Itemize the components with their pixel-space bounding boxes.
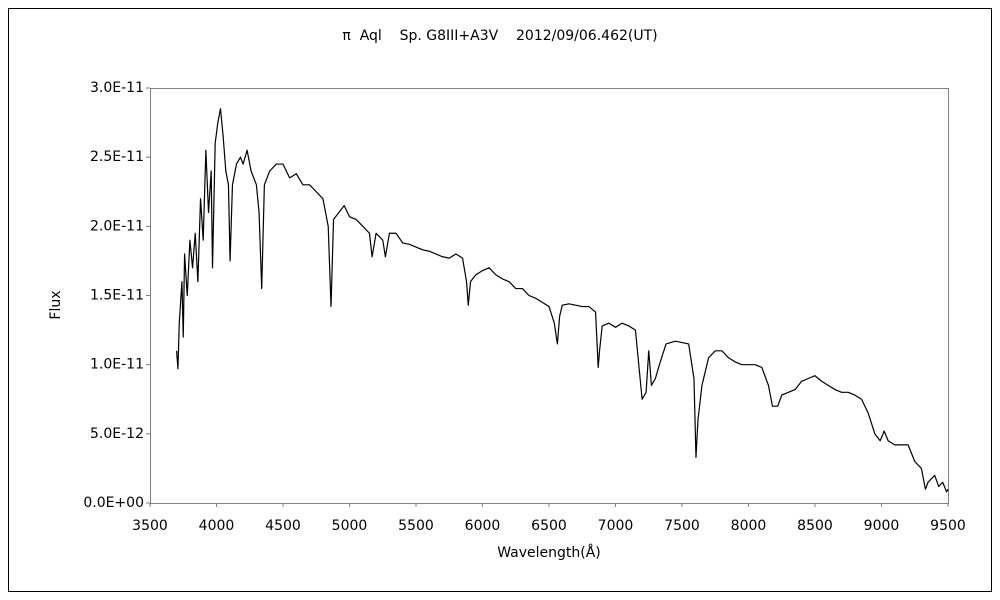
y-axis-label: Flux	[48, 290, 64, 319]
x-tick-label: 5000	[332, 518, 368, 534]
x-tick-label: 8500	[797, 518, 833, 534]
x-tick-label: 9000	[864, 518, 900, 534]
x-axis-label: Wavelength(Å)	[497, 544, 601, 561]
plot-area	[150, 88, 949, 504]
x-tick-label: 9500	[930, 518, 966, 534]
x-tick-label: 6500	[531, 518, 567, 534]
y-tick-label: 2.5E-11	[90, 149, 144, 165]
x-tick-label: 7000	[598, 518, 634, 534]
x-tick-label: 6000	[465, 518, 501, 534]
y-tick-label: 3.0E-11	[90, 80, 144, 96]
y-tick-label: 1.5E-11	[90, 288, 144, 304]
x-tick-label: 7500	[664, 518, 700, 534]
frame	[8, 8, 992, 592]
y-tick-label: 0.0E+00	[83, 495, 144, 511]
y-tick-label: 1.0E-11	[90, 357, 144, 373]
spectrum-line	[176, 108, 949, 493]
x-tick-label: 5500	[398, 518, 434, 534]
x-tick-label: 8000	[731, 518, 767, 534]
chart-title: π Aql Sp. G8III+A3V 2012/09/06.462(UT)	[342, 28, 657, 44]
y-tick-label: 2.0E-11	[90, 218, 144, 234]
x-tick-label: 4000	[199, 518, 235, 534]
x-tick-label: 3500	[132, 518, 168, 534]
x-tick-label: 4500	[265, 518, 301, 534]
y-tick-label: 5.0E-12	[90, 426, 144, 442]
